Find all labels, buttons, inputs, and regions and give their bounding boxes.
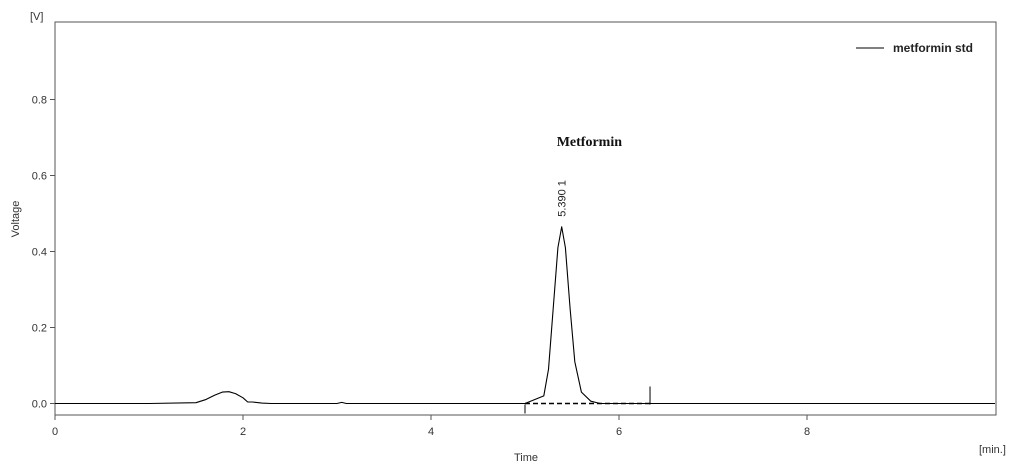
y-axis-ticks: 0.0 0.2 0.4 0.6 0.8 xyxy=(32,95,55,411)
y-tick-label: 0.0 xyxy=(32,399,47,411)
y-tick-label: 0.2 xyxy=(32,323,47,335)
y-tick-label: 0.4 xyxy=(32,247,47,259)
plot-frame xyxy=(54,21,997,416)
series-line-metformin-std xyxy=(55,226,995,405)
x-axis-ticks: 0 2 4 6 8 xyxy=(52,415,810,438)
peak-name-label: Metformin xyxy=(557,135,623,150)
y-axis-title: Voltage xyxy=(10,201,22,238)
x-tick-label: 6 xyxy=(616,426,622,438)
x-unit-label: [min.] xyxy=(979,444,1006,456)
series-group xyxy=(55,226,995,405)
peak-annotations: 5.390 1 Metformin xyxy=(557,135,623,217)
legend: metformin std xyxy=(856,41,973,55)
x-axis-title: Time xyxy=(514,452,538,464)
x-tick-label: 4 xyxy=(428,426,434,438)
legend-label-metformin-std: metformin std xyxy=(893,41,973,55)
x-tick-label: 2 xyxy=(240,426,246,438)
x-tick-label: 0 xyxy=(52,426,58,438)
integration-baseline-group xyxy=(524,386,651,414)
peak-retention-label: 5.390 1 xyxy=(557,180,569,217)
x-tick-label: 8 xyxy=(804,426,810,438)
plot-area xyxy=(54,21,997,416)
y-unit-label: [V] xyxy=(30,11,43,23)
y-tick-label: 0.6 xyxy=(32,171,47,183)
y-tick-label: 0.8 xyxy=(32,95,47,107)
